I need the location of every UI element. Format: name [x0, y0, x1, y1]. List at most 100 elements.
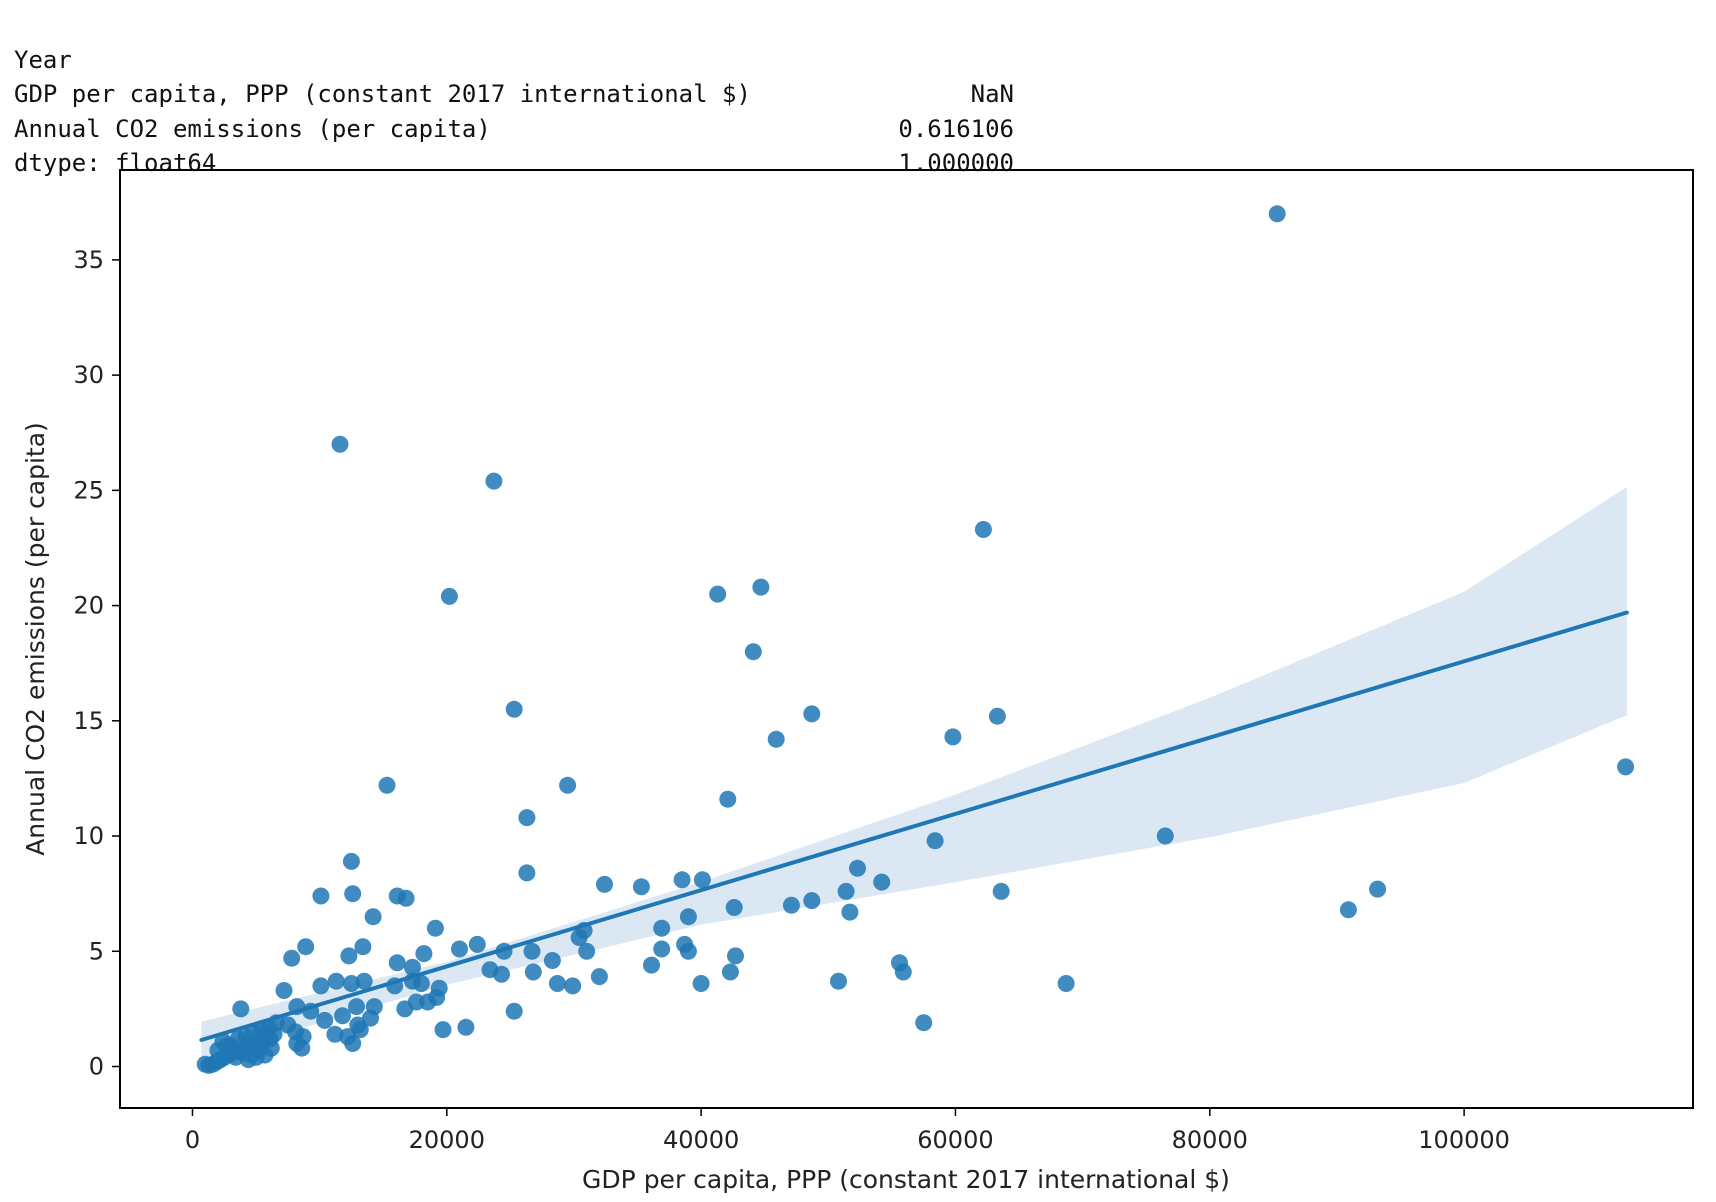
- row-key: GDP per capita, PPP (constant 2017 inter…: [14, 80, 751, 108]
- data-point: [632, 878, 650, 896]
- data-point: [873, 873, 891, 891]
- data-point: [518, 809, 536, 827]
- data-point: [457, 1018, 475, 1036]
- data-point: [518, 864, 536, 882]
- data-point: [468, 935, 486, 953]
- row-value: NaN: [970, 80, 1014, 108]
- data-point: [653, 919, 671, 937]
- data-point: [412, 975, 430, 992]
- data-point: [841, 903, 859, 921]
- data-point: [944, 728, 962, 746]
- dtype-line: dtype: float64: [14, 112, 1014, 177]
- data-point: [364, 908, 382, 926]
- data-point: [378, 776, 396, 794]
- data-point: [692, 975, 710, 992]
- y-tick-label: 25: [73, 476, 104, 504]
- data-point: [428, 988, 446, 1006]
- data-point: [351, 1021, 369, 1039]
- data-point: [386, 977, 404, 995]
- data-point: [679, 942, 697, 960]
- y-tick-label: 15: [73, 707, 104, 735]
- data-point: [1057, 975, 1075, 992]
- data-point: [926, 832, 944, 850]
- data-point: [334, 1007, 351, 1025]
- data-point: [570, 929, 588, 946]
- data-point: [693, 871, 711, 889]
- confidence-band: [201, 486, 1627, 1059]
- row-key: Year: [14, 45, 72, 74]
- data-point: [505, 700, 523, 718]
- data-point: [564, 977, 582, 995]
- series-row-co2: Annual CO2 emissions (per capita) 1.0000…: [14, 77, 1014, 178]
- data-point: [404, 958, 421, 976]
- x-tick-label: 0: [185, 1126, 200, 1154]
- x-tick-label: 40000: [663, 1126, 739, 1154]
- data-point: [894, 963, 912, 981]
- data-point: [397, 889, 415, 907]
- data-point: [451, 940, 468, 958]
- data-point: [316, 1011, 334, 1029]
- data-point: [327, 972, 345, 990]
- data-point: [673, 871, 691, 889]
- data-point: [679, 908, 697, 926]
- data-point: [262, 1039, 280, 1057]
- data-point: [232, 1000, 250, 1018]
- data-point: [283, 949, 301, 967]
- row-key: Annual CO2 emissions (per capita): [14, 114, 491, 143]
- data-point: [721, 963, 739, 981]
- data-point: [1369, 880, 1387, 898]
- data-point: [495, 942, 513, 960]
- y-tick-label: 0: [89, 1053, 104, 1081]
- data-point: [974, 521, 992, 538]
- data-point: [340, 947, 358, 965]
- data-point: [988, 707, 1006, 725]
- y-tick-label: 10: [73, 822, 104, 850]
- x-tick-label: 20000: [409, 1126, 485, 1154]
- data-point: [355, 972, 373, 990]
- data-point: [590, 968, 608, 986]
- y-axis-title: Annual CO2 emissions (per capita): [21, 422, 50, 856]
- data-point: [830, 972, 847, 990]
- data-point: [849, 859, 866, 877]
- data-point: [709, 585, 727, 603]
- data-point: [344, 885, 362, 903]
- data-point: [388, 954, 406, 972]
- data-point: [297, 938, 315, 956]
- data-point: [559, 776, 577, 794]
- data-point: [302, 1002, 320, 1020]
- data-point: [275, 982, 293, 999]
- data-point: [1268, 205, 1286, 223]
- data-point: [578, 942, 596, 960]
- data-point: [653, 940, 671, 958]
- y-tick-label: 35: [73, 246, 104, 274]
- data-point: [493, 965, 510, 983]
- data-point: [312, 977, 330, 995]
- data-point: [415, 945, 433, 963]
- y-tick-label: 20: [73, 592, 104, 620]
- x-tick-label: 80000: [1172, 1126, 1248, 1154]
- data-point: [744, 643, 762, 661]
- data-point: [915, 1014, 933, 1032]
- data-point: [767, 730, 785, 748]
- data-point: [523, 942, 541, 960]
- data-point: [434, 1021, 452, 1039]
- row-value: 0.616106: [898, 114, 1014, 143]
- x-tick-label: 100000: [1418, 1126, 1510, 1154]
- series-row-gdp: GDP per capita, PPP (constant 2017 inter…: [14, 43, 1014, 143]
- data-point: [992, 882, 1010, 900]
- data-point: [312, 887, 330, 905]
- data-point: [344, 1035, 362, 1052]
- data-point: [727, 947, 744, 965]
- data-point: [782, 896, 800, 914]
- data-point: [1156, 827, 1174, 845]
- data-point: [267, 1014, 285, 1032]
- data-point: [803, 705, 821, 723]
- data-point: [354, 938, 372, 956]
- series-row-year: Year NaN: [14, 8, 1014, 109]
- data-point: [752, 578, 770, 596]
- y-tick-label: 30: [73, 361, 104, 389]
- data-point: [342, 852, 360, 870]
- data-point: [485, 472, 503, 490]
- x-tick-label: 60000: [917, 1126, 993, 1154]
- data-point: [596, 875, 613, 893]
